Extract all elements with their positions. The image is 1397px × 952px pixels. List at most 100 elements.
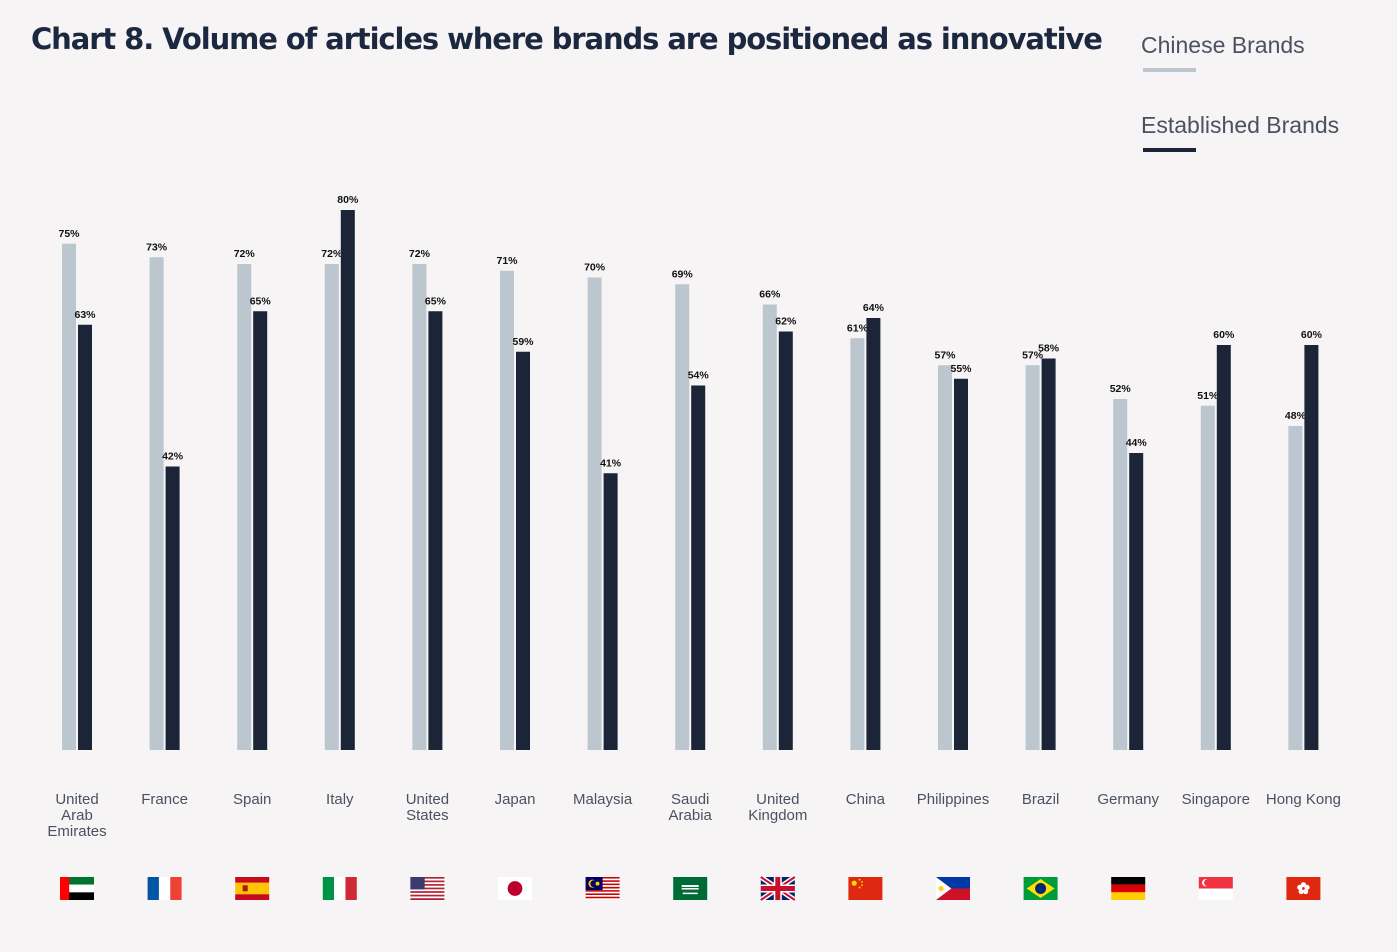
flag-part <box>585 891 620 894</box>
data-label-chinese-brands-united-states: 72% <box>409 248 431 260</box>
flag-part <box>1303 888 1309 895</box>
data-label-established-brands-spain: 65% <box>250 295 272 307</box>
flag-part <box>681 888 699 890</box>
data-label-chinese-brands-united-kingdom: 66% <box>759 289 781 301</box>
bar-group-philippines: 57%55% <box>934 349 972 750</box>
legend-label-chinese-brands: Chinese Brands <box>1141 32 1305 58</box>
x-tick-label-line: Saudi <box>671 791 709 808</box>
china-flag-icon <box>848 877 883 900</box>
flag-part <box>158 877 171 900</box>
bar-group-united-kingdom: 66% 62% <box>759 289 797 750</box>
bar-established-brands-germany <box>1129 453 1144 750</box>
flag-part <box>1304 884 1310 890</box>
bar-established-brands-united-kingdom <box>778 331 793 750</box>
flag-part <box>410 887 445 890</box>
bar-group-japan: 71% 59% <box>496 255 534 750</box>
x-tick-label-line: United <box>756 791 799 808</box>
flag-part <box>322 877 335 900</box>
bar-group-brazil: 57%58% <box>1022 343 1060 750</box>
saudi-arabia-flag-icon <box>673 877 708 900</box>
flag-part <box>410 884 445 886</box>
flag-part <box>242 885 248 892</box>
hong-kong-flag-icon <box>1286 877 1321 900</box>
x-tick-label-line: Arabia <box>669 807 713 824</box>
x-tick-label-saudi-arabia: Saudi Arabia <box>669 791 713 824</box>
bar-established-brands-saudi-arabia <box>691 385 706 750</box>
bar-established-brands-singapore <box>1216 345 1231 750</box>
flag-part <box>410 877 425 890</box>
flag-part <box>585 890 620 892</box>
x-tick-label-line: Malaysia <box>573 791 633 808</box>
bar-chinese-brands-malaysia <box>587 277 602 750</box>
data-label-established-brands-united-kingdom: 62% <box>775 316 797 328</box>
data-label-chinese-brands-hong-kong: 48% <box>1285 410 1307 422</box>
bar-chinese-brands-singapore <box>1200 405 1215 750</box>
bar-chinese-brands-china <box>850 338 865 750</box>
x-tick-label-france: France <box>141 791 188 808</box>
x-tick-label-china: China <box>846 791 886 808</box>
brazil-flag-icon <box>1023 877 1058 900</box>
flag-part <box>848 877 883 900</box>
data-label-established-brands-china: 64% <box>863 302 885 314</box>
flag-part <box>1035 882 1047 895</box>
flag-part <box>1302 887 1305 890</box>
bar-group-singapore: 51% 60% <box>1197 329 1235 750</box>
data-label-established-brands-japan: 59% <box>512 336 534 348</box>
flag-part <box>235 882 270 895</box>
data-label-chinese-brands-brazil: 57% <box>1022 349 1044 361</box>
flag-part <box>861 881 863 883</box>
x-tick-label-line: Japan <box>495 791 536 808</box>
data-label-established-brands-germany: 44% <box>1126 437 1148 449</box>
x-tick-label-line: States <box>406 807 449 824</box>
flag-part <box>410 892 445 895</box>
flag-part <box>585 895 620 897</box>
flag-part <box>1204 879 1211 887</box>
bar-established-brands-united-states <box>428 311 443 750</box>
flag-part <box>60 877 94 885</box>
x-tick-label-germany: Germany <box>1097 791 1159 808</box>
data-label-established-brands-saudi-arabia: 54% <box>688 370 710 382</box>
bar-chinese-brands-brazil <box>1025 365 1040 750</box>
legend-item-established-brands: Established Brands <box>1141 112 1339 152</box>
flag-part <box>410 889 445 892</box>
bar-group-spain: 72% 65% <box>234 248 272 750</box>
data-label-chinese-brands-singapore: 51% <box>1197 390 1219 402</box>
flag-part <box>235 877 270 883</box>
x-tick-label-line: Emirates <box>47 823 106 840</box>
bar-group-united-states: 72% 65% <box>409 248 447 750</box>
flag-part <box>851 880 857 886</box>
data-label-chinese-brands-italy: 72% <box>321 248 343 260</box>
x-tick-label-italy: Italy <box>326 791 354 808</box>
flag-part <box>936 877 970 889</box>
x-tick-label-line: Arab <box>61 807 93 824</box>
x-tick-label-line: Hong Kong <box>1266 791 1341 808</box>
data-label-chinese-brands-saudi-arabia: 69% <box>672 268 694 280</box>
flag-part <box>410 882 445 885</box>
bar-group-italy: 72% 80% <box>321 194 359 750</box>
legend-swatch-chinese-brands <box>1143 68 1196 72</box>
data-label-established-brands-philippines: 55% <box>950 363 972 375</box>
data-label-established-brands-italy: 80% <box>337 194 359 206</box>
bar-chinese-brands-saudi-arabia <box>675 284 690 750</box>
flag-part <box>410 877 445 879</box>
bar-established-brands-brazil <box>1041 358 1056 750</box>
bar-established-brands-france <box>165 466 180 750</box>
legend-label-established-brands: Established Brands <box>1141 112 1340 138</box>
data-label-chinese-brands-malaysia: 70% <box>584 262 606 274</box>
flag-part <box>235 894 270 900</box>
flag-part <box>334 877 346 900</box>
bar-chinese-brands-germany <box>1113 399 1128 750</box>
flag-part <box>147 877 159 900</box>
x-tick-label-line: Kingdom <box>748 807 807 824</box>
bar-chinese-brands-united-states <box>412 264 427 750</box>
x-tick-label-malaysia: Malaysia <box>573 791 633 808</box>
flag-part <box>858 886 861 889</box>
flag-part <box>1298 888 1304 895</box>
x-tick-label-line: China <box>846 791 886 808</box>
data-label-established-brands-brazil: 58% <box>1038 343 1060 355</box>
bar-established-brands-philippines <box>954 378 968 750</box>
bar-established-brands-italy <box>340 210 355 750</box>
bar-established-brands-hong-kong <box>1304 345 1319 750</box>
france-flag-icon <box>147 877 182 900</box>
flag-part <box>760 886 795 891</box>
